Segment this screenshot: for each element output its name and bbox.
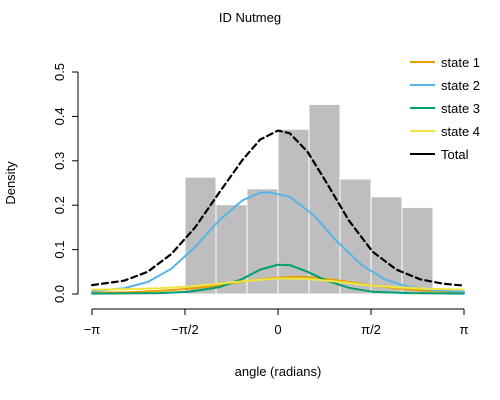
legend-label-1: state 1 (441, 55, 480, 70)
y-tick-label-3: 0.2 (52, 196, 67, 214)
legend-label-2: state 2 (441, 78, 480, 93)
histogram-bar-4 (278, 129, 309, 294)
x-axis-label: angle (radians) (235, 364, 322, 379)
histogram-bars (185, 104, 433, 294)
x-tick-label-5: π (460, 322, 469, 337)
histogram-bar-1 (185, 177, 216, 294)
y-axis: 0.0 0.1 0.2 0.3 0.4 0.5 (52, 63, 78, 303)
y-tick-label-1: 0.0 (52, 285, 67, 303)
chart-title: ID Nutmeg (219, 10, 281, 25)
legend-label-4: state 4 (441, 124, 480, 139)
legend-label-5: Total (441, 147, 469, 162)
x-tick-label-2: −π/2 (171, 322, 198, 337)
y-tick-label-5: 0.4 (52, 107, 67, 125)
x-tick-label-1: −π (84, 322, 101, 337)
x-axis: −π −π/2 0 π/2 π (84, 309, 469, 337)
x-tick-label-3: 0 (274, 322, 281, 337)
legend-label-3: state 3 (441, 101, 480, 116)
legend: state 1 state 2 state 3 state 4 Total (410, 55, 480, 162)
y-tick-label-6: 0.5 (52, 63, 67, 81)
y-tick-label-2: 0.1 (52, 241, 67, 259)
histogram-bar-6 (340, 179, 371, 294)
y-tick-label-4: 0.3 (52, 152, 67, 170)
y-axis-label: Density (3, 161, 18, 205)
x-tick-label-4: π/2 (361, 322, 381, 337)
